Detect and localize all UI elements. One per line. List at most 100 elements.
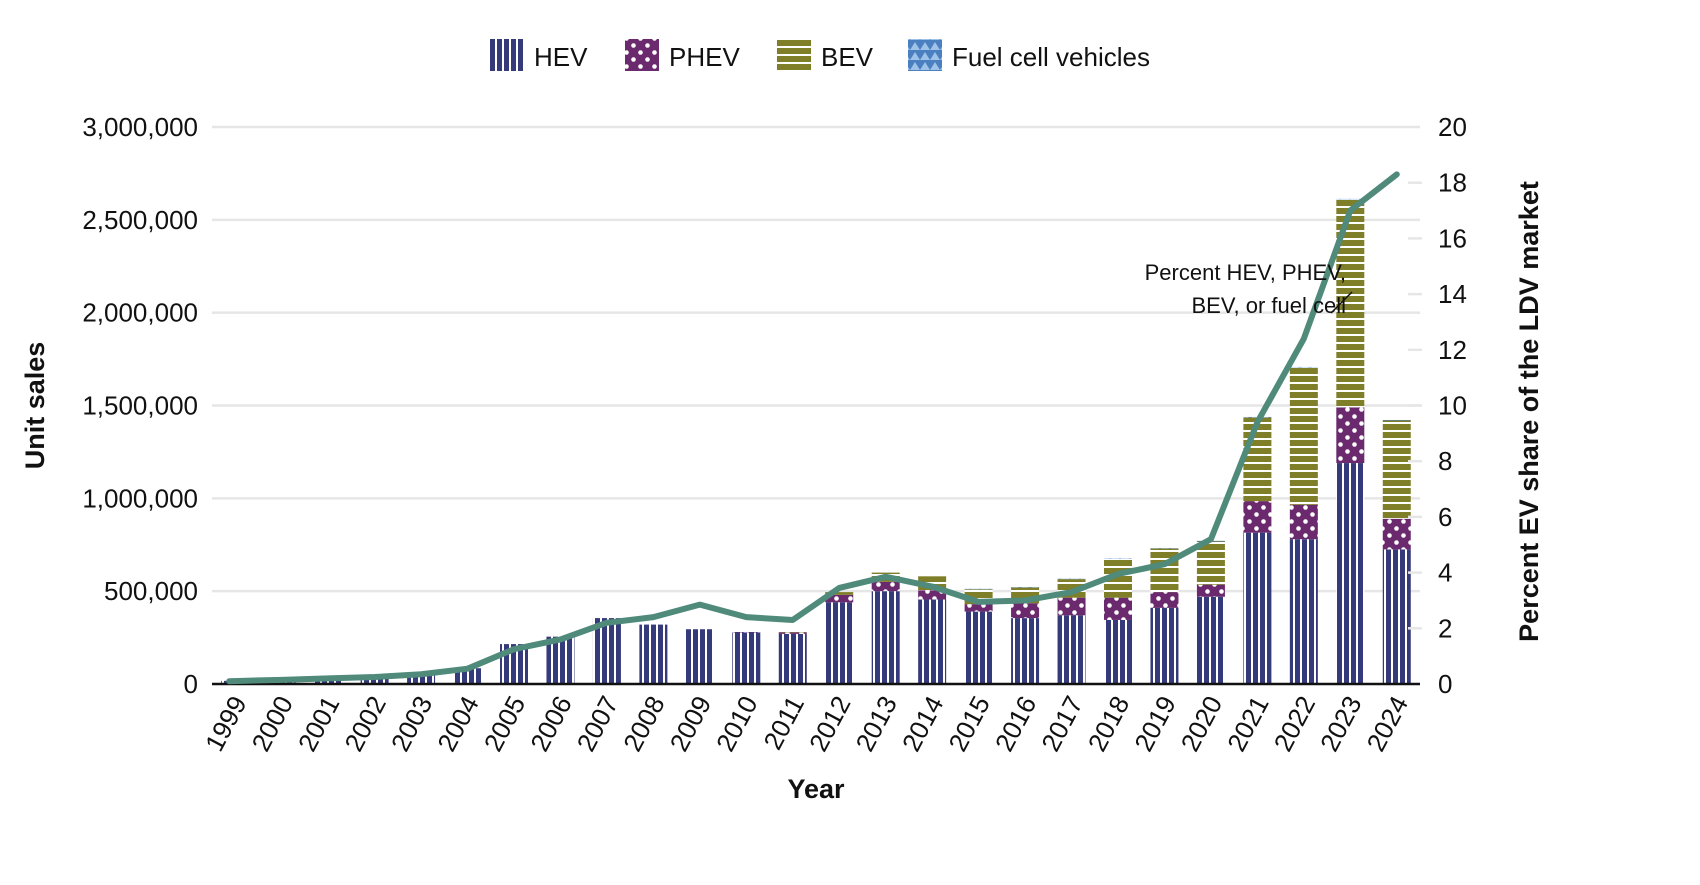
bar-fuel-cell-vehicles-2019 bbox=[1150, 548, 1179, 549]
bar-stack-2015 bbox=[964, 588, 993, 684]
bar-hev-2023 bbox=[1336, 463, 1365, 684]
x-axis-title: Year bbox=[787, 774, 845, 804]
bar-phev-2022 bbox=[1289, 504, 1318, 540]
legend-label-phev: PHEV bbox=[669, 42, 740, 72]
bar-stack-2002 bbox=[360, 677, 389, 684]
y-tick-label: 500,000 bbox=[104, 576, 198, 606]
x-tick-label: 2016 bbox=[989, 691, 1043, 756]
legend-label-hev: HEV bbox=[534, 42, 588, 72]
bar-bev-2011 bbox=[778, 630, 807, 633]
y-tick-label: 1,000,000 bbox=[82, 483, 198, 513]
bar-hev-2019 bbox=[1150, 607, 1179, 684]
x-tick-label: 2021 bbox=[1221, 691, 1275, 756]
x-tick-label: 2012 bbox=[803, 691, 857, 756]
bar-hev-2014 bbox=[918, 599, 947, 684]
bar-phev-2024 bbox=[1382, 518, 1411, 550]
bar-stack-2024 bbox=[1382, 419, 1411, 684]
bar-fuel-cell-vehicles-2023 bbox=[1336, 198, 1365, 200]
legend-swatch-fuel-cell-vehicles bbox=[908, 39, 942, 71]
bar-hev-2003 bbox=[407, 675, 436, 684]
bar-phev-2014 bbox=[918, 590, 947, 600]
bar-stack-2006 bbox=[546, 636, 575, 684]
bar-hev-2011 bbox=[778, 633, 807, 684]
y2-tick-label: 16 bbox=[1438, 223, 1467, 253]
bar-fuel-cell-vehicles-2015 bbox=[964, 588, 993, 590]
bar-bev-2010 bbox=[732, 630, 761, 632]
bar-stack-2001 bbox=[314, 680, 343, 684]
y2-tick-label: 18 bbox=[1438, 168, 1467, 198]
x-tick-label: 2007 bbox=[571, 691, 625, 756]
y2-tick-label: 4 bbox=[1438, 558, 1452, 588]
legend-swatch-phev bbox=[625, 39, 659, 71]
bar-hev-2013 bbox=[871, 591, 900, 684]
bar-stack-2018 bbox=[1104, 558, 1132, 684]
bar-hev-2008 bbox=[639, 624, 668, 684]
bar-bev-2021 bbox=[1243, 417, 1272, 502]
y2-tick-label: 0 bbox=[1438, 669, 1452, 699]
bar-phev-2013 bbox=[871, 581, 900, 592]
annotation-line-2: BEV, or fuel cell bbox=[1192, 293, 1347, 318]
x-tick-label: 2000 bbox=[245, 691, 299, 756]
bar-phev-2021 bbox=[1243, 501, 1272, 533]
bar-hev-2012 bbox=[825, 602, 854, 684]
x-tick-label: 2024 bbox=[1360, 691, 1414, 756]
gridlines bbox=[212, 125, 1420, 593]
bar-phev-2019 bbox=[1150, 592, 1179, 608]
y-tick-label: 2,000,000 bbox=[82, 298, 198, 328]
bar-hev-2024 bbox=[1382, 549, 1411, 684]
bar-hev-2001 bbox=[314, 680, 343, 684]
bar-fuel-cell-vehicles-2018 bbox=[1104, 558, 1132, 559]
y-tick-label: 1,500,000 bbox=[82, 391, 198, 421]
bar-hev-2002 bbox=[360, 677, 389, 684]
bar-bev-2019 bbox=[1150, 548, 1179, 593]
legend-swatch-bev bbox=[777, 39, 811, 71]
annotation-line-1: Percent HEV, PHEV, bbox=[1145, 260, 1346, 285]
x-tick-label: 2001 bbox=[292, 691, 346, 756]
x-tick-label: 2010 bbox=[710, 691, 764, 756]
bar-fuel-cell-vehicles-2024 bbox=[1382, 419, 1411, 421]
y2-tick-label: 12 bbox=[1438, 335, 1467, 365]
bar-phev-2018 bbox=[1104, 597, 1132, 620]
bar-hev-2006 bbox=[546, 636, 575, 684]
x-tick-label: 2017 bbox=[1035, 691, 1089, 756]
x-tick-label: 2019 bbox=[1128, 691, 1182, 756]
x-tick-label: 2011 bbox=[757, 691, 810, 754]
x-tick-label: 2009 bbox=[664, 691, 718, 756]
bar-bev-2012 bbox=[825, 592, 854, 595]
bar-phev-2017 bbox=[1057, 597, 1086, 616]
bar-hev-2020 bbox=[1196, 596, 1225, 684]
x-tick-label: 2002 bbox=[338, 691, 392, 756]
bar-fuel-cell-vehicles-2017 bbox=[1057, 578, 1086, 580]
bar-fuel-cell-vehicles-2022 bbox=[1289, 366, 1318, 368]
bar-stack-2019 bbox=[1150, 548, 1179, 684]
bar-hev-2018 bbox=[1104, 619, 1132, 684]
bar-phev-2020 bbox=[1196, 584, 1225, 597]
x-tick-label: 2006 bbox=[524, 691, 578, 756]
bar-fuel-cell-vehicles-2016 bbox=[1011, 587, 1040, 588]
bar-stack-2003 bbox=[407, 675, 436, 684]
bar-phev-2010 bbox=[732, 631, 761, 633]
x-tick-label: 2003 bbox=[385, 691, 439, 756]
bar-stack-2014 bbox=[918, 576, 947, 684]
y-tick-label: 0 bbox=[184, 669, 198, 699]
legend-label-bev: BEV bbox=[821, 42, 874, 72]
bar-stack-2012 bbox=[825, 592, 854, 684]
y2-axis-title: Percent EV share of the LDV market bbox=[1514, 181, 1544, 642]
x-tick-label: 2014 bbox=[896, 691, 950, 756]
bar-bev-2022 bbox=[1289, 367, 1318, 505]
x-tick-label: 2008 bbox=[617, 691, 671, 756]
x-tick-label: 2013 bbox=[849, 691, 903, 756]
bar-stack-2017 bbox=[1057, 578, 1086, 684]
bar-stack-2010 bbox=[732, 630, 761, 684]
bar-hev-2021 bbox=[1243, 532, 1272, 684]
y-tick-label: 2,500,000 bbox=[82, 205, 198, 235]
annotation-leader-line bbox=[1330, 291, 1353, 314]
x-tick-label: 1999 bbox=[199, 691, 253, 756]
bar-hev-2016 bbox=[1011, 618, 1040, 684]
y2-tick-label: 14 bbox=[1438, 279, 1467, 309]
bar-hev-2017 bbox=[1057, 615, 1086, 684]
y2-tick-label: 8 bbox=[1438, 446, 1452, 476]
bar-bev-2020 bbox=[1196, 541, 1225, 585]
